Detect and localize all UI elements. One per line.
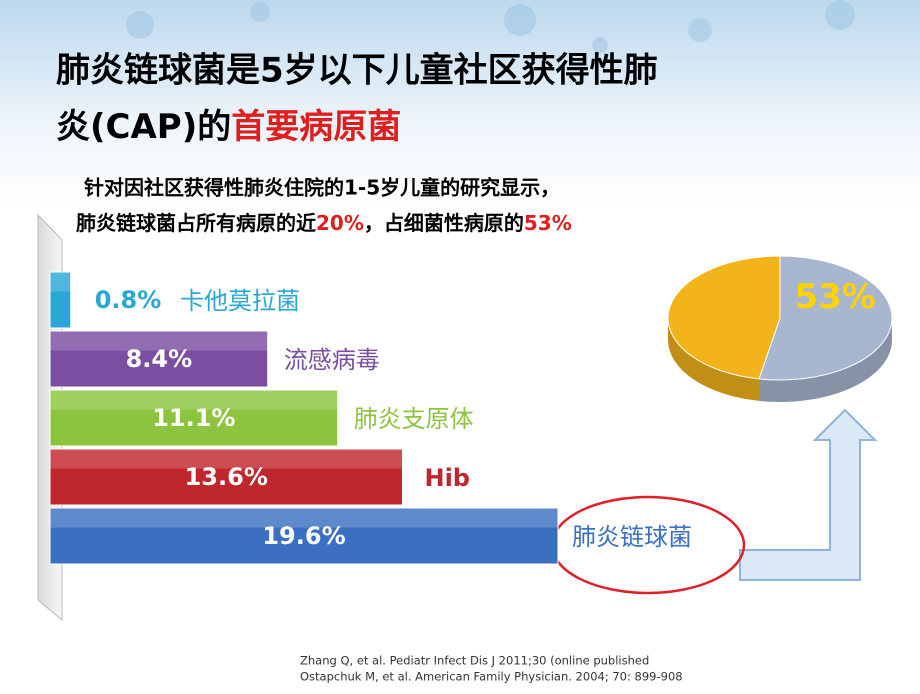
category-label: Hib [424,464,470,492]
subtitle-highlight: 20% [316,211,364,235]
value-label: 19.6% [262,522,345,550]
bar-shine [50,390,338,410]
subtitle-part: ，占细菌性病原的 [364,211,524,235]
subtitle-highlight: 53% [524,211,572,235]
title-part: 炎(CAP)的 [56,107,231,147]
value-label: 8.4% [126,345,193,373]
category-label: 流感病毒 [284,346,380,374]
bar [49,389,339,447]
subtitle-part: 肺炎链球菌占所有病原的近 [76,211,316,235]
bar-shine [50,508,558,528]
pie-side [668,318,760,401]
pie-slice [667,255,781,380]
reference: Zhang Q, et al. Pediatr Infect Dis J 201… [300,654,649,668]
bar [49,330,269,388]
title-highlight: 首要病原菌 [231,107,401,147]
charts: 0.8% 卡他莫拉菌 8.4% 流感病毒 11.1% 肺炎支原体 13.6% Hib 19.6%… [49,255,893,565]
value-label: 11.1% [152,404,235,432]
value-label: 0.8% [95,286,162,314]
arrow [739,408,878,581]
pie-slice [758,255,893,381]
pie-label: 53% [794,277,875,317]
category-label: 肺炎支原体 [354,405,474,433]
bar [49,448,403,506]
subtitle-line: 肺炎链球菌占所有病原的近20%，占细菌性病原的53% [76,211,572,235]
decoration [126,0,855,53]
category-label: 卡他莫拉菌 [180,287,300,315]
bar-shine [50,331,268,351]
title-line: 肺炎链球菌是5岁以下儿童社区获得性肺 [56,51,658,91]
subtitle-line: 针对因社区获得性肺炎住院的1-5岁儿童的研究显示， [84,176,560,200]
reference: Ostapchuk M, et al. American Family Phys… [300,670,683,684]
bar [49,271,72,329]
value-label: 13.6% [185,463,268,491]
pie-side [759,318,892,402]
category-label: 肺炎链球菌 [572,523,692,551]
bar-shine [50,449,403,469]
bar [49,507,559,565]
bar-shine [50,272,71,292]
title-line: 炎(CAP)的首要病原菌 [56,107,401,147]
